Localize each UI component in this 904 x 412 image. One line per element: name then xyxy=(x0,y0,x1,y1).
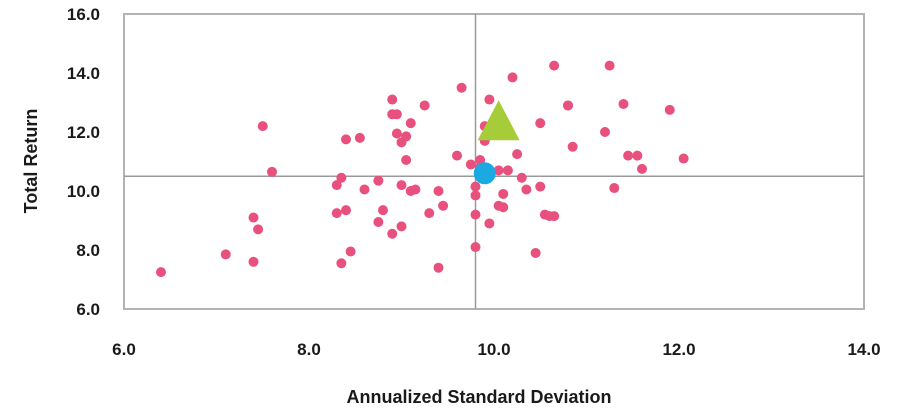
x-tick-label: 6.0 xyxy=(112,340,136,359)
scatter-point xyxy=(419,100,430,111)
scatter-point xyxy=(396,180,407,191)
scatter-point xyxy=(391,128,402,139)
scatter-point xyxy=(484,94,495,105)
scatter-point xyxy=(253,224,264,235)
scatter-point xyxy=(604,60,615,71)
scatter-point xyxy=(433,186,444,196)
scatter-point xyxy=(470,190,481,201)
scatter-point xyxy=(567,141,578,152)
x-tick-label: 12.0 xyxy=(662,340,695,359)
plot-area xyxy=(123,13,865,310)
scatter-point xyxy=(456,82,467,93)
scatter-point xyxy=(410,184,421,195)
scatter-point xyxy=(470,181,481,192)
scatter-point xyxy=(424,208,435,219)
scatter-point xyxy=(502,165,513,176)
scatter-point xyxy=(530,247,541,258)
scatter-point xyxy=(391,109,402,120)
scatter-point xyxy=(632,150,643,161)
x-tick-label: 14.0 xyxy=(847,340,880,359)
scatter-point xyxy=(359,184,370,195)
scatter-point xyxy=(387,94,398,105)
scatter-point xyxy=(618,98,629,109)
scatter-point xyxy=(387,228,398,239)
scatter-point xyxy=(609,183,620,194)
scatter-point xyxy=(535,118,546,129)
scatter-point xyxy=(220,249,231,260)
scatter-point xyxy=(156,267,166,278)
scatter-point xyxy=(664,104,675,115)
scatter-point xyxy=(354,132,365,143)
x-axis-ticks: 6.0 8.0 10.0 12.0 14.0 xyxy=(112,340,880,359)
scatter-point xyxy=(452,150,462,161)
scatter-point xyxy=(549,211,560,222)
y-tick-label: 14.0 xyxy=(67,64,100,83)
scatter-point xyxy=(678,153,689,164)
scatter-point xyxy=(470,242,481,253)
x-tick-label: 10.0 xyxy=(477,340,510,359)
scatter-point xyxy=(336,172,347,183)
y-tick-label: 16.0 xyxy=(67,5,100,24)
y-tick-label: 10.0 xyxy=(67,182,100,201)
scatter-point xyxy=(401,155,412,166)
scatter-point xyxy=(516,172,527,183)
scatter-point xyxy=(405,118,416,129)
scatter-point xyxy=(378,205,388,216)
scatter-point xyxy=(470,209,481,220)
scatter-point xyxy=(549,60,560,71)
scatter-point xyxy=(484,218,495,229)
reference-lines xyxy=(124,14,864,309)
scatter-point xyxy=(248,212,259,223)
scatter-point xyxy=(512,149,523,160)
scatter-point xyxy=(535,181,546,192)
scatter-point xyxy=(498,188,509,199)
scatter-point xyxy=(373,216,384,227)
scatter-point xyxy=(600,127,610,137)
scatter-point xyxy=(331,208,342,219)
scatter-point xyxy=(396,221,407,232)
scatter-point xyxy=(331,180,342,191)
scatter-point xyxy=(563,100,573,111)
scatter-point xyxy=(465,159,476,170)
scatter-point xyxy=(637,163,647,174)
scatter-point xyxy=(345,246,356,257)
scatter-point xyxy=(493,165,504,176)
scatter-point xyxy=(341,205,351,216)
scatter-point xyxy=(341,134,351,145)
scatter-point xyxy=(248,256,259,267)
scatter-point xyxy=(438,200,449,211)
scatter-point xyxy=(507,72,518,83)
y-axis-ticks: 6.0 8.0 10.0 12.0 14.0 16.0 xyxy=(67,5,100,319)
highlight-triangle-point xyxy=(477,100,520,141)
y-axis-title: Total Return xyxy=(21,109,41,214)
data-points xyxy=(156,60,689,278)
scatter-point xyxy=(267,166,277,177)
scatter-point xyxy=(336,258,347,269)
highlight-circle-point xyxy=(473,162,496,185)
y-tick-label: 8.0 xyxy=(76,241,100,260)
scatter-point xyxy=(433,262,444,273)
scatter-point xyxy=(373,175,384,186)
y-tick-label: 12.0 xyxy=(67,123,100,142)
x-tick-label: 8.0 xyxy=(297,340,321,359)
scatter-point xyxy=(521,184,532,195)
scatter-point xyxy=(623,150,634,161)
scatter-point xyxy=(257,121,268,132)
scatter-point xyxy=(401,131,412,142)
x-axis-title: Annualized Standard Deviation xyxy=(346,387,611,407)
y-tick-label: 6.0 xyxy=(76,300,100,319)
scatter-point xyxy=(498,202,509,213)
